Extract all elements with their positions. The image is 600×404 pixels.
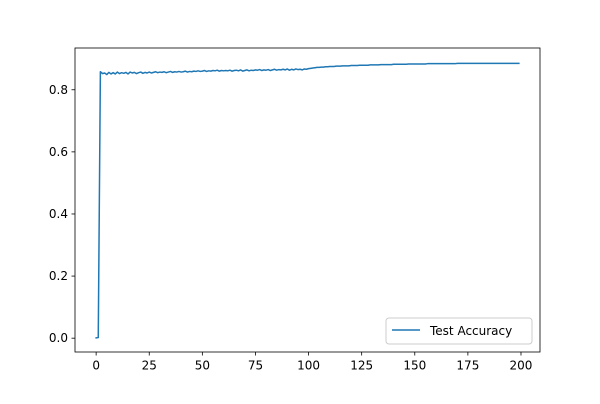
x-tick-label: 25 xyxy=(142,359,157,373)
y-tick-label: 0.0 xyxy=(49,331,68,345)
y-tick-label: 0.2 xyxy=(49,269,68,283)
y-tick-label: 0.6 xyxy=(49,145,68,159)
legend-label-test-accuracy: Test Accuracy xyxy=(429,324,512,338)
y-tick-label: 0.8 xyxy=(49,83,68,97)
x-tick-label: 175 xyxy=(456,359,479,373)
legend: Test Accuracy xyxy=(385,317,533,345)
x-tick-label: 200 xyxy=(510,359,533,373)
y-tick-label: 0.4 xyxy=(49,207,68,221)
x-axis: 0 25 50 75 100 125 150 175 200 xyxy=(92,352,532,373)
x-tick-label: 150 xyxy=(403,359,426,373)
x-tick-label: 0 xyxy=(92,359,100,373)
y-axis: 0.0 0.2 0.4 0.6 0.8 xyxy=(49,83,75,345)
axes-frame xyxy=(74,47,541,353)
plot-area xyxy=(95,62,520,339)
x-tick-label: 50 xyxy=(195,359,210,373)
series-line-test-accuracy xyxy=(95,62,520,339)
x-tick-label: 125 xyxy=(350,359,373,373)
x-tick-label: 100 xyxy=(297,359,320,373)
legend-box xyxy=(385,317,533,345)
x-tick-label: 75 xyxy=(248,359,263,373)
